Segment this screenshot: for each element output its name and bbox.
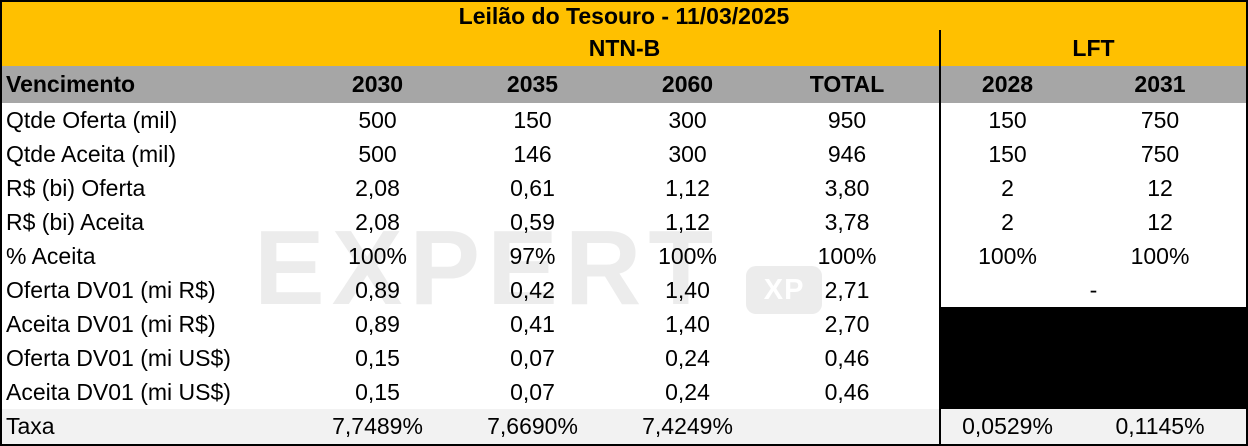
table-cell: 2,08 [355,208,400,235]
column-header-2031: 2031 [1094,66,1246,103]
table-cell: 0,15 [355,344,400,371]
table-cell: 0,61 [510,174,555,201]
table-cell: 3,78 [824,208,870,235]
table-cell: 0,07 [510,344,555,371]
table-cell: 300 [668,106,707,133]
group-header-ntnb: NTN-B [310,30,939,66]
row-label: Qtde Oferta (mil) [6,106,178,133]
group-header-lft: LFT [939,30,1246,66]
group-row-spacer [2,30,310,66]
table-cell: 7,4249% [620,409,775,444]
table-cell: 146 [513,140,552,167]
column-header-2030: 2030 [310,66,465,103]
column-header-2035: 2035 [465,66,620,103]
row-label: Aceita DV01 (mi R$) [6,310,216,337]
table-cell: 2 [939,171,1094,205]
table-cell: 0,15 [355,378,400,405]
table-cell: 97% [509,242,556,269]
row-label: Aceita DV01 (mi US$) [6,378,231,405]
column-header-vencimento: Vencimento [2,66,310,103]
table-cell: 0,89 [355,276,400,303]
table-cell: 750 [1140,140,1180,167]
row-label: Oferta DV01 (mi R$) [6,276,216,303]
row-label: Qtde Aceita (mil) [6,140,176,167]
column-header-total: TOTAL [775,66,939,103]
table-cell: 0,46 [824,344,870,371]
table-cell: 150 [939,137,1094,171]
table-cell: 100% [939,239,1094,273]
table-cell-dash: - [939,273,1246,307]
table-cell: 0,24 [665,344,710,371]
table-cell: 2 [939,205,1094,239]
table-cell: 2,08 [355,174,400,201]
table-cell: 100% [1130,242,1190,269]
table-cell: 300 [668,140,707,167]
table-cell: 946 [827,140,867,167]
table-cell: 0,42 [510,276,555,303]
row-label: Oferta DV01 (mi US$) [6,344,231,371]
table-cell: 950 [827,106,867,133]
table-cell: 150 [939,103,1094,137]
table-cell: 0,46 [824,378,870,405]
table-cell: 0,89 [355,310,400,337]
table-cell: 7,6690% [465,409,620,444]
table-cell: 1,40 [665,310,710,337]
redacted-block [939,307,1246,341]
table-cell: 750 [1140,106,1180,133]
table-cell: 100% [348,242,407,269]
table-cell: 0,1145% [1094,409,1246,444]
table-cell: 0,24 [665,378,710,405]
table-cell: 0,0529% [939,409,1094,444]
table-cell: 1,12 [665,208,710,235]
table-cell: 100% [658,242,717,269]
row-label: % Aceita [6,242,96,269]
table-cell: 500 [358,106,397,133]
table-cell: 3,80 [824,174,870,201]
table-cell: 12 [1147,174,1173,201]
row-label: R$ (bi) Aceita [6,208,145,235]
table-cell: 2,70 [824,310,870,337]
table-cell: 2,71 [824,276,870,303]
table-cell: 100% [817,242,877,269]
table-cell: 1,40 [665,276,710,303]
table-cell [775,409,939,444]
table-cell: 0,59 [510,208,555,235]
table-title: Leilão do Tesouro - 11/03/2025 [2,2,1246,30]
table-cell: 0,07 [510,378,555,405]
row-label: R$ (bi) Oferta [6,174,146,201]
column-header-2060: 2060 [620,66,775,103]
table-cell: 500 [358,140,397,167]
table-cell: 12 [1147,208,1173,235]
row-label: Taxa [2,409,310,444]
redacted-block [939,341,1246,375]
table-cell: 7,7489% [310,409,465,444]
column-header-2028: 2028 [939,66,1094,103]
table-cell: 1,12 [665,174,710,201]
redacted-block [939,375,1246,409]
table-cell: 0,41 [510,310,555,337]
table-cell: 150 [513,106,552,133]
